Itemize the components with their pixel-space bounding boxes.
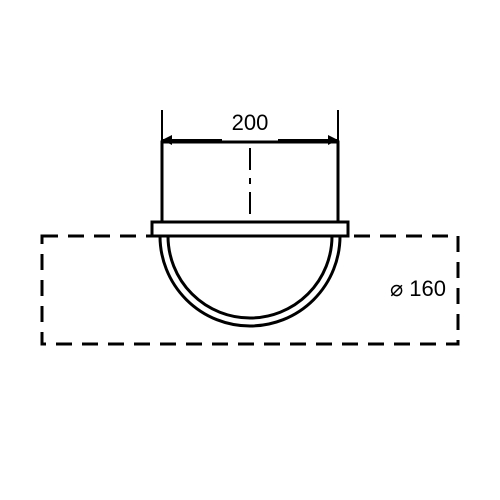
technical-drawing: 200 ⌀160 — [0, 0, 500, 500]
diameter-value: 160 — [409, 276, 446, 301]
spigot-flange — [152, 222, 348, 236]
diameter-symbol: ⌀ — [390, 276, 403, 301]
saddle-outer-arc — [160, 236, 340, 326]
dim-diameter: ⌀160 — [390, 276, 446, 301]
dim-top-value: 200 — [232, 110, 269, 135]
